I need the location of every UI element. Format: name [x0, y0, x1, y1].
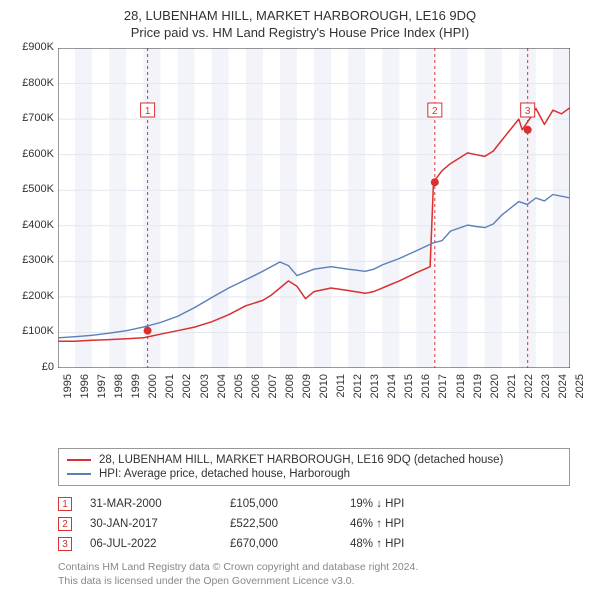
x-axis-label: 2017	[437, 374, 449, 404]
event-marker-box: 3	[58, 537, 72, 551]
x-axis-label: 2020	[489, 374, 501, 404]
x-axis-label: 2015	[403, 374, 415, 404]
event-diff: 48% ↑ HPI	[350, 538, 470, 550]
x-axis-label: 2002	[181, 374, 193, 404]
svg-text:3: 3	[525, 106, 531, 117]
y-axis-label: £300K	[10, 254, 54, 266]
svg-text:1: 1	[145, 106, 151, 117]
event-price: £105,000	[230, 498, 350, 510]
x-axis-label: 2006	[250, 374, 262, 404]
event-date: 30-JAN-2017	[90, 518, 230, 530]
event-row: 2 30-JAN-2017£522,50046% ↑ HPI	[58, 514, 570, 534]
x-axis-label: 2021	[506, 374, 518, 404]
x-axis-label: 2012	[352, 374, 364, 404]
y-axis-label: £100K	[10, 325, 54, 337]
legend-swatch	[67, 473, 91, 475]
legend-label: HPI: Average price, detached house, Harb…	[99, 468, 350, 480]
event-price: £670,000	[230, 538, 350, 550]
y-axis-label: £200K	[10, 290, 54, 302]
legend-swatch	[67, 459, 91, 461]
x-axis-label: 2014	[386, 374, 398, 404]
legend: 28, LUBENHAM HILL, MARKET HARBOROUGH, LE…	[58, 448, 570, 486]
y-axis-label: £800K	[10, 77, 54, 89]
event-marker-box: 1	[58, 497, 72, 511]
y-axis-label: £900K	[10, 41, 54, 53]
x-axis-label: 2007	[267, 374, 279, 404]
x-axis-label: 2004	[216, 374, 228, 404]
event-row: 1 31-MAR-2000£105,00019% ↓ HPI	[58, 494, 570, 514]
x-axis-label: 2013	[369, 374, 381, 404]
svg-text:2: 2	[432, 106, 438, 117]
y-axis-label: £700K	[10, 112, 54, 124]
event-diff: 19% ↓ HPI	[350, 498, 470, 510]
legend-item: 28, LUBENHAM HILL, MARKET HARBOROUGH, LE…	[67, 453, 561, 467]
event-price: £522,500	[230, 518, 350, 530]
event-date: 31-MAR-2000	[90, 498, 230, 510]
x-axis-label: 2022	[523, 374, 535, 404]
x-axis-label: 2011	[335, 374, 347, 404]
chart-container: 28, LUBENHAM HILL, MARKET HARBOROUGH, LE…	[0, 0, 600, 590]
attribution-footer: Contains HM Land Registry data © Crown c…	[58, 560, 570, 588]
x-axis-label: 1998	[113, 374, 125, 404]
x-axis-label: 2009	[301, 374, 313, 404]
x-axis-label: 2005	[233, 374, 245, 404]
x-axis-label: 2023	[540, 374, 552, 404]
x-axis-label: 2000	[147, 374, 159, 404]
x-axis-label: 2018	[455, 374, 467, 404]
footer-line-2: This data is licensed under the Open Gov…	[58, 574, 570, 588]
event-row: 3 06-JUL-2022£670,00048% ↑ HPI	[58, 534, 570, 554]
chart-area: 1 2 3 £0 £100K £200K £300K £400K £500K £600K £700…	[10, 48, 590, 408]
legend-label: 28, LUBENHAM HILL, MARKET HARBOROUGH, LE…	[99, 454, 503, 466]
x-axis-label: 2025	[574, 374, 586, 404]
y-axis-label: £500K	[10, 183, 54, 195]
x-axis-label: 1997	[96, 374, 108, 404]
x-axis-label: 2016	[420, 374, 432, 404]
x-axis-label: 1999	[130, 374, 142, 404]
event-date: 06-JUL-2022	[90, 538, 230, 550]
chart-title-address: 28, LUBENHAM HILL, MARKET HARBOROUGH, LE…	[10, 8, 590, 23]
chart-subtitle: Price paid vs. HM Land Registry's House …	[10, 25, 590, 40]
chart-svg: 1 2 3	[58, 48, 570, 368]
y-axis-label: £0	[10, 361, 54, 373]
x-axis-label: 2024	[557, 374, 569, 404]
event-diff: 46% ↑ HPI	[350, 518, 470, 530]
footer-line-1: Contains HM Land Registry data © Crown c…	[58, 560, 570, 574]
x-axis-label: 2001	[164, 374, 176, 404]
event-table: 1 31-MAR-2000£105,00019% ↓ HPI 2 30-JAN-201…	[58, 494, 570, 554]
x-axis-label: 2019	[472, 374, 484, 404]
y-axis-label: £400K	[10, 219, 54, 231]
event-marker-box: 2	[58, 517, 72, 531]
x-axis-label: 2003	[199, 374, 211, 404]
x-axis-label: 2008	[284, 374, 296, 404]
x-axis-label: 2010	[318, 374, 330, 404]
legend-item: HPI: Average price, detached house, Harb…	[67, 467, 561, 481]
y-axis-label: £600K	[10, 148, 54, 160]
x-axis-label: 1996	[79, 374, 91, 404]
x-axis-label: 1995	[62, 374, 74, 404]
